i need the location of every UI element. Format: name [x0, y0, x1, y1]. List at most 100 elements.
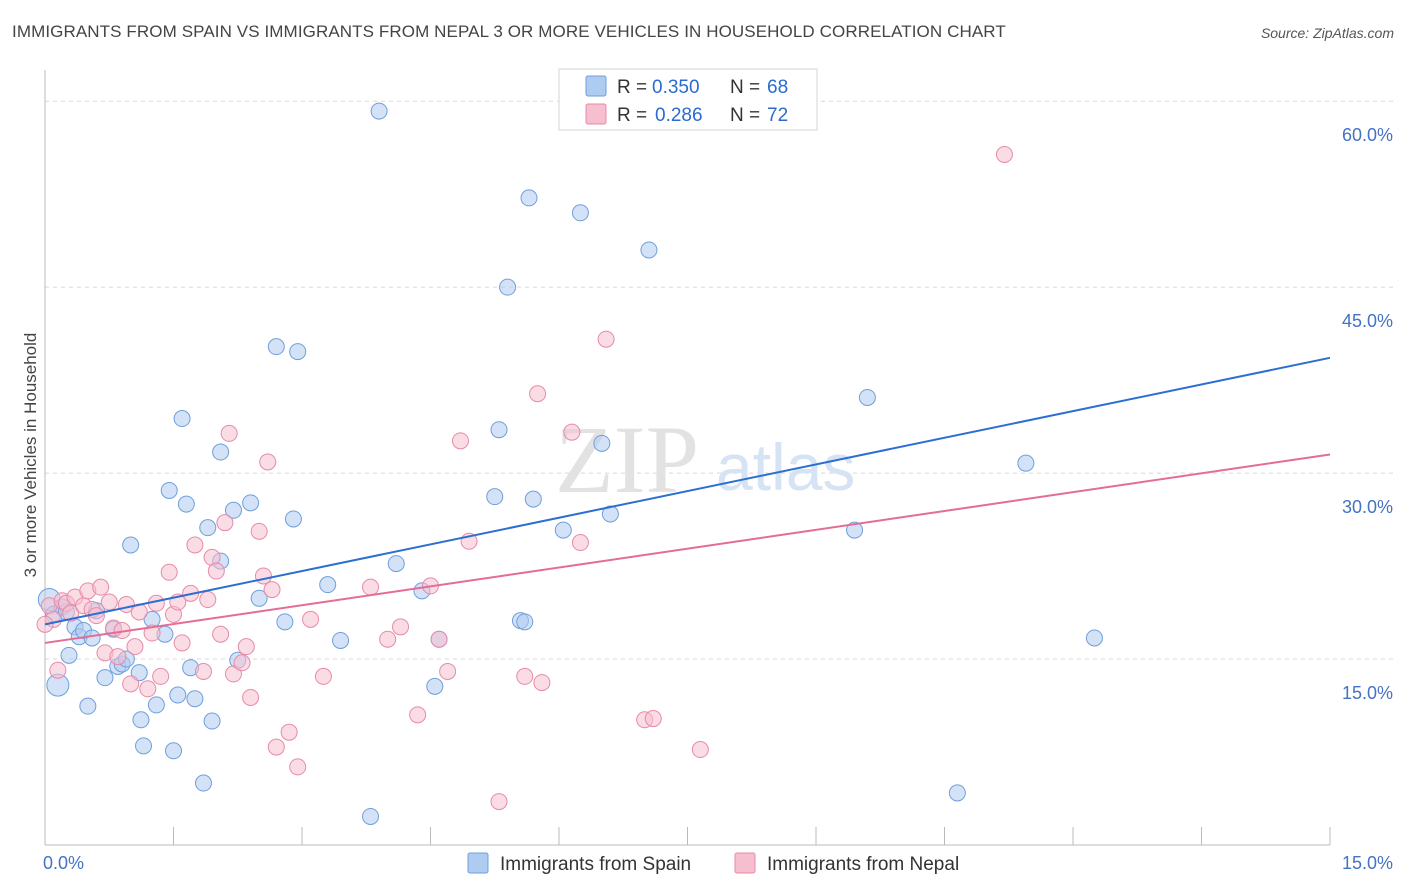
nepal-point-48 — [289, 758, 307, 776]
spain-point-57 — [520, 189, 538, 207]
bottom-legend-swatch-spain — [467, 852, 489, 874]
spain-point-32 — [199, 519, 217, 537]
spain-point-39 — [250, 589, 268, 607]
bottom-legend-swatch-nepal — [734, 852, 756, 874]
spain-point-59 — [554, 521, 572, 539]
watermark: ZIP atlas — [555, 406, 855, 513]
spain-point-56 — [516, 613, 534, 631]
spain-point-27 — [173, 410, 191, 428]
spain-point-62 — [601, 505, 619, 523]
nepal-point-37 — [220, 424, 238, 442]
spain-point-68 — [1085, 629, 1103, 647]
spain-point-63 — [640, 241, 658, 259]
y-tick-labels: 15.0% 30.0% 45.0% 60.0% — [1342, 125, 1393, 703]
chart-title: IMMIGRANTS FROM SPAIN VS IMMIGRANTS FROM… — [12, 22, 1006, 41]
spain-point-48 — [387, 555, 405, 573]
nepal-point-63 — [533, 674, 551, 692]
nepal-point-40 — [237, 638, 255, 656]
nepal-point-49 — [302, 610, 320, 628]
nepal-point-46 — [267, 738, 285, 756]
spain-point-53 — [490, 421, 508, 439]
grid — [45, 100, 1393, 660]
y-axis-label: 3 or more Vehicles in Household — [21, 333, 40, 578]
spain-point-46 — [362, 807, 380, 825]
nepal-point-42 — [250, 522, 268, 540]
spain-point-67 — [1017, 454, 1035, 472]
legend-swatch-spain — [585, 75, 607, 97]
legend-n-label-nepal: N = — [730, 105, 760, 126]
legend-swatch-nepal — [585, 103, 607, 125]
spain-point-28 — [177, 495, 195, 513]
legend-r-value-nepal: 0.286 — [655, 105, 703, 126]
legend-n-value-nepal: 72 — [767, 105, 788, 126]
nepal-point-28 — [173, 634, 191, 652]
nepal-point-53 — [392, 618, 410, 636]
y-tick-label-1: 30.0% — [1342, 497, 1393, 517]
spain-point-60 — [571, 204, 589, 222]
nepal-point-44 — [259, 453, 277, 471]
spain-point-64 — [846, 521, 864, 539]
y-tick-label-0: 15.0% — [1342, 683, 1393, 703]
nepal-point-39 — [233, 654, 251, 672]
nepal-point-51 — [362, 578, 380, 596]
nepal-point-62 — [529, 385, 547, 403]
watermark-atlas: atlas — [716, 430, 855, 504]
spain-point-58 — [524, 490, 542, 508]
nepal-point-52 — [379, 630, 397, 648]
nepal-point-19 — [126, 638, 144, 656]
nepal-point-41 — [242, 688, 260, 706]
nepal-point-11 — [92, 578, 110, 596]
nepal-point-43 — [254, 567, 272, 585]
nepal-point-21 — [139, 680, 157, 698]
nepal-point-36 — [216, 514, 234, 532]
nepal-point-58 — [451, 432, 469, 450]
nepal-point-47 — [280, 723, 298, 741]
spain-trend-line — [44, 356, 1331, 626]
spain-point-43 — [289, 343, 307, 361]
spain-point-26 — [169, 686, 187, 704]
nepal-point-50 — [314, 667, 332, 685]
spain-point-31 — [194, 774, 212, 792]
nepal-point-35 — [212, 625, 230, 643]
spain-point-38 — [242, 494, 260, 512]
spain-point-40 — [267, 338, 285, 356]
spain-point-20 — [135, 737, 153, 755]
nepal-point-24 — [152, 667, 170, 685]
spain-point-66 — [948, 784, 966, 802]
spain-point-45 — [332, 631, 350, 649]
bottom-legend-label-nepal: Immigrants from Nepal — [767, 854, 959, 875]
nepal-point-2 — [49, 661, 67, 679]
spain-point-19 — [132, 711, 150, 729]
x-tick-label-max: 15.0% — [1342, 853, 1393, 873]
spain-point-36 — [224, 501, 242, 519]
nepal-point-31 — [194, 662, 212, 680]
spain-point-5 — [60, 646, 78, 664]
bottom-legend: Immigrants from Spain Immigrants from Ne… — [467, 852, 959, 875]
axes — [44, 70, 1331, 846]
nepal-point-18 — [122, 675, 140, 693]
spain-point-30 — [186, 690, 204, 708]
nepal-point-22 — [143, 624, 161, 642]
spain-point-50 — [426, 677, 444, 695]
nepal-point-70 — [995, 145, 1013, 163]
spain-point-44 — [319, 576, 337, 594]
nepal-point-54 — [409, 706, 427, 724]
spain-point-33 — [203, 712, 221, 730]
legend-n-label-spain: N = — [730, 77, 760, 98]
nepal-point-45 — [263, 581, 281, 599]
legend-r-value-spain: 0.350 — [652, 77, 700, 98]
spain-point-41 — [276, 613, 294, 631]
nepal-point-69 — [691, 741, 709, 759]
spain-point-54 — [499, 278, 517, 296]
spain-point-12 — [96, 669, 114, 687]
spain-point-65 — [858, 388, 876, 406]
y-tick-label-2: 45.0% — [1342, 311, 1393, 331]
nepal-trend-line — [44, 453, 1331, 644]
spain-point-24 — [160, 481, 178, 499]
nepal-point-60 — [490, 793, 508, 811]
spain-point-9 — [79, 697, 97, 715]
nepal-point-56 — [430, 630, 448, 648]
trend-lines — [44, 356, 1331, 644]
nepal-point-25 — [160, 563, 178, 581]
spain-point-25 — [165, 742, 182, 760]
